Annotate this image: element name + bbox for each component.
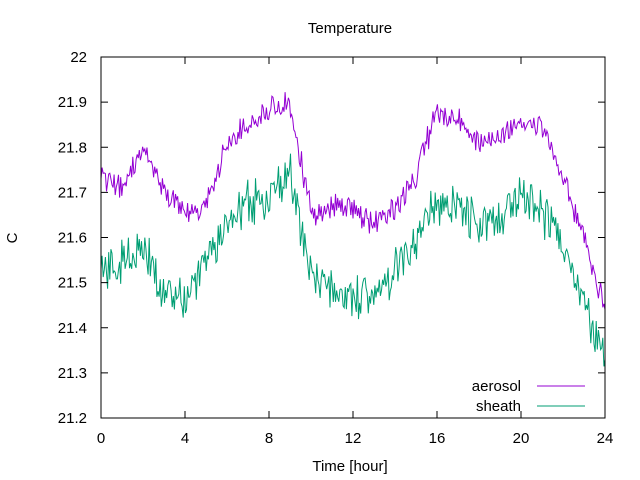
y-tick-label: 21.5 (58, 275, 87, 292)
series-line-aerosol (100, 92, 606, 310)
legend-label-sheath: sheath (476, 398, 521, 415)
legend: aerosol sheath (472, 378, 585, 415)
chart-title: Temperature (308, 20, 392, 37)
x-tick-label: 12 (345, 430, 362, 447)
x-tick-label: 24 (597, 430, 614, 447)
x-tick-label: 4 (181, 430, 189, 447)
y-tick-label: 21.8 (58, 139, 87, 156)
plot-frame (100, 56, 606, 419)
y-axis-label: C (4, 232, 21, 243)
legend-label-aerosol: aerosol (472, 378, 521, 395)
y-tick-label: 21.9 (58, 94, 87, 111)
y-tick-label: 21.7 (58, 184, 87, 201)
series-line-sheath (100, 153, 606, 367)
x-tick-label: 8 (265, 430, 273, 447)
x-tick-label: 16 (429, 430, 446, 447)
x-tick-label: 20 (513, 430, 530, 447)
y-tick-label: 21.6 (58, 230, 87, 247)
y-tick-label: 21.4 (58, 320, 87, 337)
y-tick-label: 22 (70, 49, 87, 66)
y-tick-label: 21.3 (58, 365, 87, 382)
series-layer (100, 92, 606, 367)
y-tick-label: 21.2 (58, 410, 87, 427)
x-axis-label: Time [hour] (312, 458, 387, 475)
x-tick-label: 0 (97, 430, 105, 447)
